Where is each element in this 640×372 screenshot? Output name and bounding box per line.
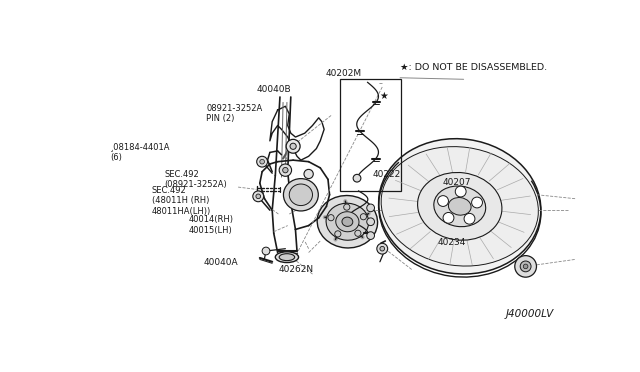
Ellipse shape — [381, 147, 538, 266]
Text: ¸08184-4401A
(6): ¸08184-4401A (6) — [110, 142, 170, 162]
Circle shape — [279, 164, 292, 176]
Ellipse shape — [336, 212, 359, 232]
Text: 40202M: 40202M — [326, 69, 362, 78]
Circle shape — [304, 169, 313, 179]
Ellipse shape — [434, 186, 486, 227]
Text: SEC.492
(08921-3252A): SEC.492 (08921-3252A) — [164, 170, 227, 189]
Circle shape — [515, 256, 536, 277]
Ellipse shape — [379, 139, 541, 274]
Text: 40040A: 40040A — [204, 258, 239, 267]
Circle shape — [438, 196, 449, 206]
Circle shape — [367, 204, 374, 212]
Circle shape — [344, 204, 350, 210]
Circle shape — [520, 261, 531, 272]
Circle shape — [262, 247, 270, 255]
Circle shape — [443, 212, 454, 223]
Circle shape — [455, 186, 466, 197]
Text: 40014(RH)
40015(LH): 40014(RH) 40015(LH) — [189, 215, 234, 235]
Circle shape — [290, 143, 296, 150]
Circle shape — [355, 230, 361, 236]
Circle shape — [260, 159, 264, 164]
Circle shape — [328, 215, 334, 221]
Text: 40262N: 40262N — [278, 265, 314, 274]
Text: 40234: 40234 — [437, 238, 465, 247]
Text: 40207: 40207 — [442, 178, 470, 187]
Ellipse shape — [326, 203, 369, 240]
Circle shape — [472, 197, 483, 208]
Ellipse shape — [342, 217, 353, 227]
Circle shape — [353, 174, 361, 182]
Text: ★: DO NOT BE DISASSEMBLED.: ★: DO NOT BE DISASSEMBLED. — [400, 63, 547, 72]
Ellipse shape — [279, 254, 294, 261]
Circle shape — [257, 156, 268, 167]
Ellipse shape — [284, 179, 318, 211]
Ellipse shape — [317, 196, 378, 248]
Circle shape — [367, 232, 374, 240]
Bar — [340, 79, 401, 191]
Text: 08921-3252A
PIN (2): 08921-3252A PIN (2) — [207, 104, 263, 123]
Circle shape — [335, 231, 341, 237]
Circle shape — [360, 214, 367, 220]
Circle shape — [367, 218, 374, 225]
Text: 40040B: 40040B — [256, 84, 291, 93]
Circle shape — [283, 167, 288, 173]
Text: ★: ★ — [380, 91, 388, 101]
Circle shape — [377, 243, 388, 254]
Circle shape — [253, 191, 264, 202]
Circle shape — [286, 140, 300, 153]
Text: J40000LV: J40000LV — [506, 309, 554, 319]
Ellipse shape — [289, 184, 312, 206]
Circle shape — [256, 194, 260, 199]
Circle shape — [464, 214, 475, 224]
Circle shape — [380, 246, 385, 251]
Ellipse shape — [449, 198, 471, 215]
Ellipse shape — [275, 252, 298, 263]
Text: SEC.492
(48011H (RH)
48011HA(LH)): SEC.492 (48011H (RH) 48011HA(LH)) — [152, 186, 211, 216]
Circle shape — [524, 264, 528, 269]
Text: 40222: 40222 — [372, 170, 401, 179]
Ellipse shape — [417, 173, 502, 240]
